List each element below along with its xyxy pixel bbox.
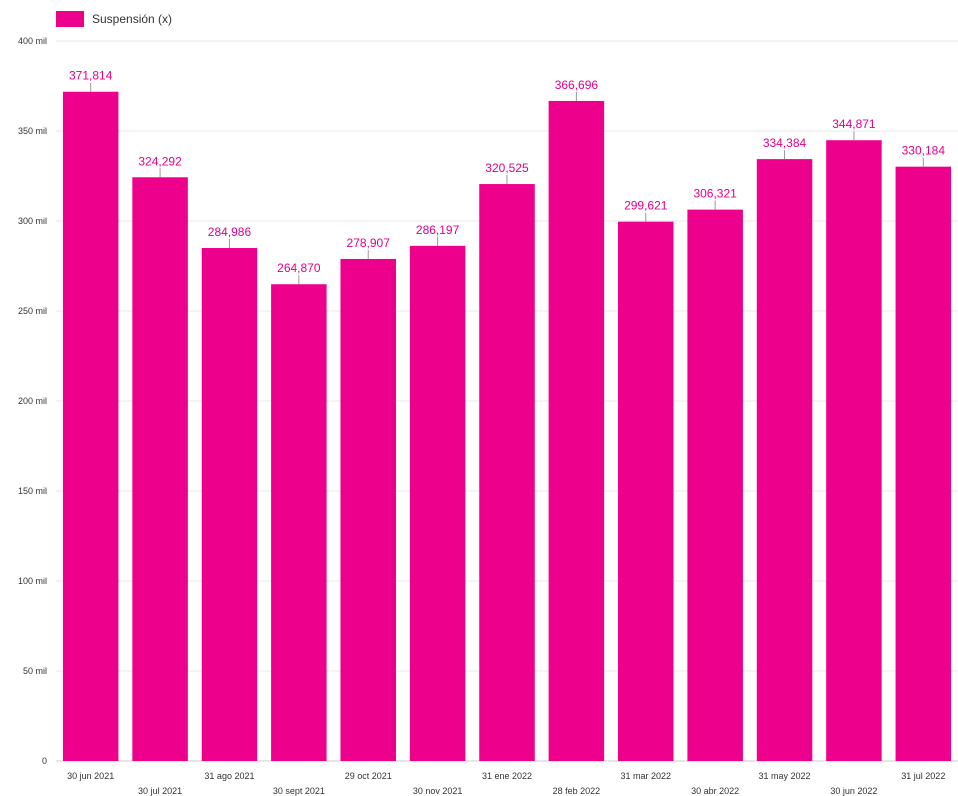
y-tick-label: 0 bbox=[42, 756, 47, 766]
y-tick-label: 50 mil bbox=[23, 666, 47, 676]
bar bbox=[826, 140, 882, 762]
y-tick-label: 200 mil bbox=[18, 396, 47, 406]
bar bbox=[62, 91, 119, 761]
x-tick-label: 30 nov 2021 bbox=[413, 786, 463, 796]
x-tick-label: 30 jun 2022 bbox=[830, 786, 877, 796]
bar bbox=[340, 258, 396, 761]
x-tick-label: 31 ago 2021 bbox=[204, 771, 254, 781]
legend-label: Suspensión (x) bbox=[92, 12, 173, 26]
bar bbox=[756, 159, 813, 762]
x-tick-label: 31 ene 2022 bbox=[482, 771, 532, 781]
bar bbox=[271, 284, 327, 761]
bar bbox=[201, 248, 258, 761]
bar bbox=[409, 245, 466, 761]
data-label: 330,184 bbox=[902, 144, 946, 158]
data-label: 371,814 bbox=[69, 69, 113, 83]
x-tick-label: 31 mar 2022 bbox=[620, 771, 671, 781]
y-tick-label: 100 mil bbox=[18, 576, 47, 586]
x-tick-label: 30 jun 2021 bbox=[67, 771, 114, 781]
bar bbox=[479, 184, 535, 761]
data-label: 284,986 bbox=[208, 225, 252, 239]
data-label: 278,907 bbox=[347, 236, 391, 250]
x-tick-label: 30 sept 2021 bbox=[273, 786, 325, 796]
y-tick-label: 150 mil bbox=[18, 486, 47, 496]
data-label: 334,384 bbox=[763, 136, 807, 150]
x-tick-label: 31 jul 2022 bbox=[901, 771, 945, 781]
bar bbox=[132, 177, 188, 761]
data-label: 366,696 bbox=[555, 78, 599, 92]
bar bbox=[618, 221, 674, 762]
x-tick-label: 31 may 2022 bbox=[759, 771, 811, 781]
y-tick-label: 300 mil bbox=[18, 216, 47, 226]
data-label: 320,525 bbox=[485, 161, 529, 175]
x-tick-label: 29 oct 2021 bbox=[345, 771, 392, 781]
legend: Suspensión (x) bbox=[56, 11, 172, 27]
bar bbox=[895, 166, 952, 761]
x-tick-label: 28 feb 2022 bbox=[553, 786, 601, 796]
data-label: 306,321 bbox=[693, 187, 737, 201]
data-label: 264,870 bbox=[277, 261, 321, 275]
data-label: 344,871 bbox=[832, 117, 876, 131]
bar bbox=[548, 100, 605, 761]
data-label: 286,197 bbox=[416, 223, 460, 237]
data-label: 299,621 bbox=[624, 199, 668, 213]
x-tick-label: 30 abr 2022 bbox=[691, 786, 739, 796]
y-tick-label: 250 mil bbox=[18, 306, 47, 316]
x-tick-label: 30 jul 2021 bbox=[138, 786, 182, 796]
data-label: 324,292 bbox=[138, 154, 182, 168]
legend-swatch bbox=[56, 11, 84, 27]
y-tick-label: 400 mil bbox=[18, 36, 47, 46]
bar bbox=[687, 209, 743, 761]
y-tick-label: 350 mil bbox=[18, 126, 47, 136]
